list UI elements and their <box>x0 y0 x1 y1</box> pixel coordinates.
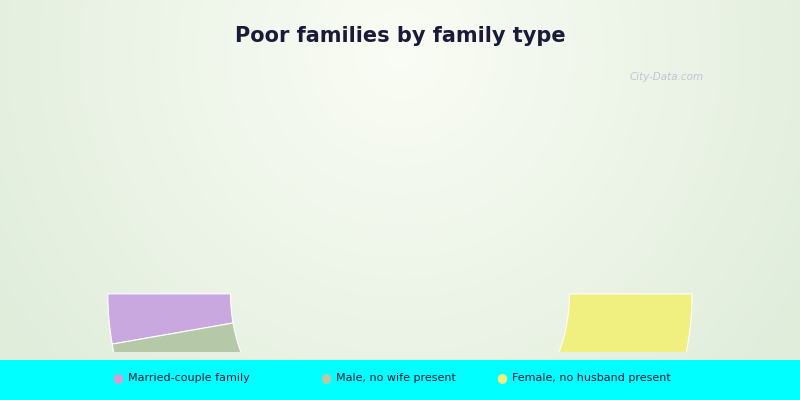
Text: City-Data.com: City-Data.com <box>630 72 704 82</box>
Text: ●: ● <box>496 372 507 384</box>
Wedge shape <box>112 323 263 400</box>
Text: ●: ● <box>320 372 331 384</box>
Wedge shape <box>164 294 692 400</box>
Text: Poor families by family type: Poor families by family type <box>234 26 566 46</box>
Wedge shape <box>108 294 233 344</box>
Text: Married-couple family: Married-couple family <box>128 373 250 383</box>
Text: ●: ● <box>112 372 123 384</box>
Text: Male, no wife present: Male, no wife present <box>336 373 456 383</box>
Text: Female, no husband present: Female, no husband present <box>512 373 670 383</box>
